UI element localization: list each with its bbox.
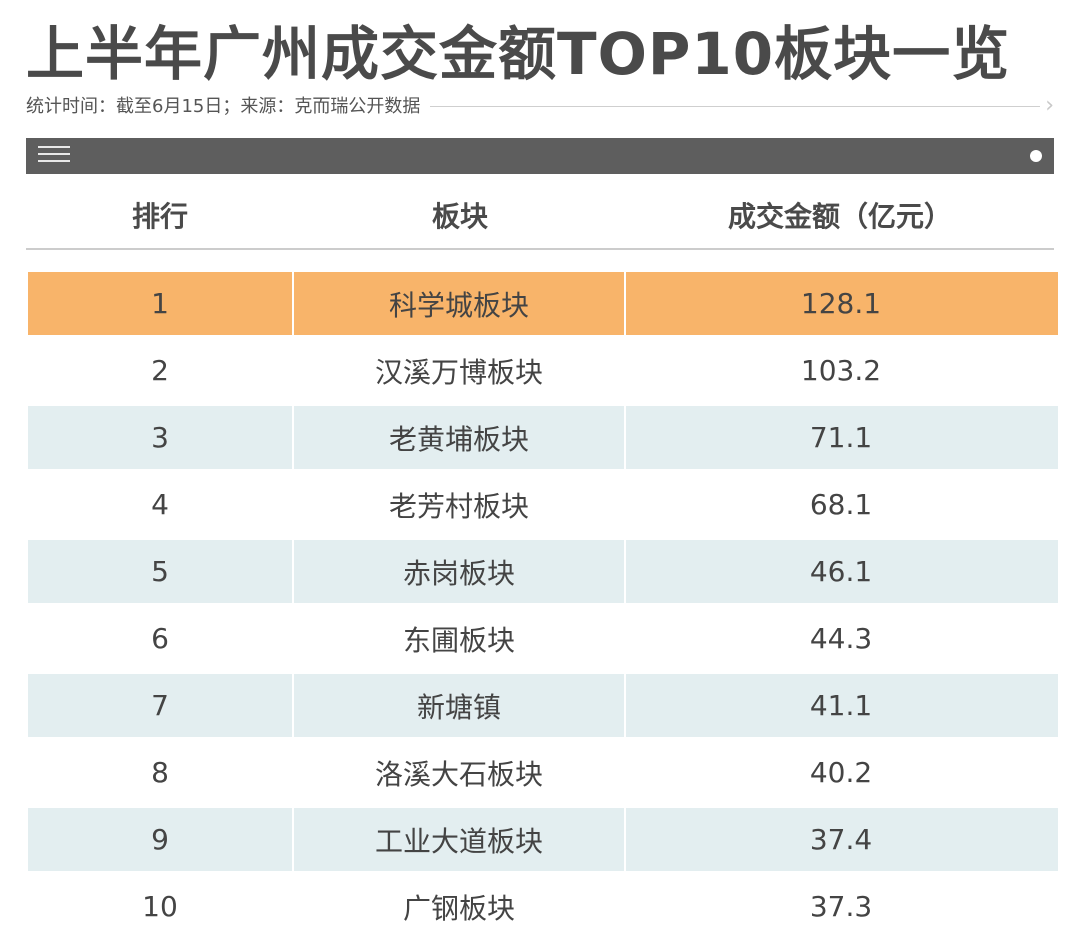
rank-cell: 1 [28,272,294,335]
amount-cell: 37.3 [809,890,873,923]
amount-cell: 44.3 [809,622,873,655]
table-row: 1 科学城板块 128.1 [28,272,1058,335]
source-line: 统计时间：截至6月15日；来源：克而瑞公开数据 › [26,93,1054,120]
table-row: 3 老黄埔板块 71.1 [28,406,1058,469]
area-cell: 汉溪万博板块 [294,339,626,402]
header-amount: 成交金额（亿元） [727,200,952,233]
amount-cell: 37.4 [809,823,873,856]
area-cell: 赤岗板块 [294,540,626,603]
toolbar [26,138,1054,174]
dot-icon [1030,150,1042,162]
rank-cell: 2 [28,339,294,402]
amount-cell: 40.2 [809,756,873,789]
area-cell: 老黄埔板块 [294,406,626,469]
rank-cell: 3 [28,406,294,469]
table-row: 5 赤岗板块 46.1 [28,540,1058,603]
rank-cell: 6 [28,607,294,670]
table-row: 6 东圃板块 44.3 [28,607,1058,670]
area-cell: 新塘镇 [294,674,626,737]
table-row: 9 工业大道板块 37.4 [28,808,1058,871]
page-title: 上半年广州成交金额TOP10板块一览 [26,20,1011,88]
amount-cell: 68.1 [809,488,873,521]
menu-icon[interactable] [38,146,70,166]
rank-cell: 9 [28,808,294,871]
rank-cell: 10 [28,875,294,938]
area-cell: 科学城板块 [294,272,626,335]
table-row: 2 汉溪万博板块 103.2 [28,339,1058,402]
divider [26,106,1040,107]
amount-cell: 46.1 [809,555,873,588]
amount-cell: 103.2 [800,354,882,387]
area-cell: 工业大道板块 [294,808,626,871]
rank-cell: 7 [28,674,294,737]
chevron-right-icon: › [1045,93,1054,118]
table-row: 7 新塘镇 41.1 [28,674,1058,737]
rank-cell: 5 [28,540,294,603]
amount-cell: 41.1 [809,689,873,722]
area-cell: 老芳村板块 [294,473,626,536]
area-cell: 东圃板块 [294,607,626,670]
rank-cell: 4 [28,473,294,536]
table-row: 10 广钢板块 37.3 [28,875,1058,938]
table-row: 8 洛溪大石板块 40.2 [28,741,1058,804]
header-rank: 排行 [131,200,188,233]
area-cell: 广钢板块 [294,875,626,938]
area-cell: 洛溪大石板块 [294,741,626,804]
table-header: 排行 板块 成交金额（亿元） [26,182,1054,250]
source-note: 统计时间：截至6月15日；来源：克而瑞公开数据 [26,94,431,120]
amount-cell: 71.1 [809,421,873,454]
table-row: 4 老芳村板块 68.1 [28,473,1058,536]
header-area: 板块 [431,200,488,233]
amount-cell: 128.1 [800,287,882,320]
rank-cell: 8 [28,741,294,804]
table-body: 1 科学城板块 128.1 2 汉溪万博板块 103.2 3 老黄埔板块 71.… [28,272,1058,942]
